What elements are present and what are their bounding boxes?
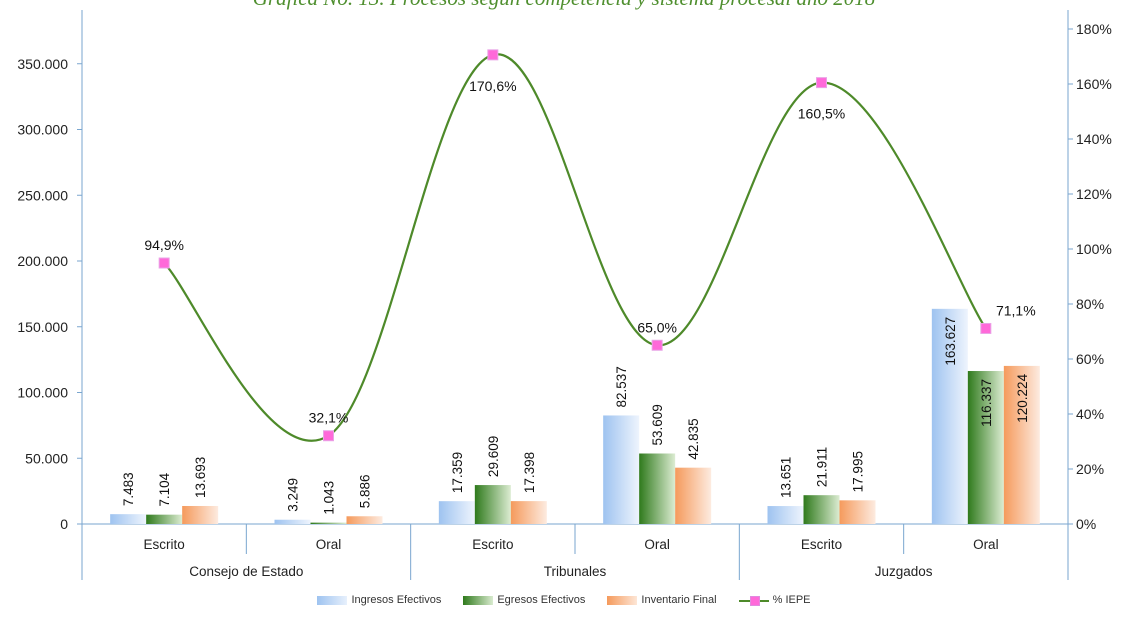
legend-item-iepe: % IEPE [738,594,811,606]
y-right-tick-label: 40% [1076,406,1104,422]
chart-area: 0 50.000 100.000 150.000 200.000 250.000 300.0… [17,10,1112,580]
y-right-tick-label: 120% [1076,186,1112,202]
bar-egresos [967,371,1004,524]
bar-inventario [510,501,547,524]
y-right-tick-label: 20% [1076,461,1104,477]
legend-swatch-egresos [463,595,494,605]
data-label: 42.835 [686,418,701,459]
y-left-tick-label: 350.000 [17,56,68,72]
legend-item-egresos: Egresos Efectivos [463,594,585,606]
iepe-marker [651,339,663,351]
data-label: 7.104 [157,472,172,506]
data-label: 82.537 [614,366,629,407]
axes-layer: 0 50.000 100.000 150.000 200.000 250.000 300.0… [17,10,1112,580]
iepe-marker [980,322,992,334]
data-label: 13.651 [779,457,794,498]
legend-swatch-iepe [738,595,769,606]
iepe-marker [323,430,334,442]
category-label: Escrito [801,537,842,552]
category-label: Oral [644,537,670,552]
legend-label-iepe: % IEPE [772,594,811,606]
data-label: 17.398 [522,452,537,493]
data-label: 116.337 [979,379,994,427]
data-label: 1.043 [322,481,337,515]
data-label: 21.911 [815,447,830,487]
y-left-tick-label: 150.000 [17,319,68,335]
legend-swatch-ingresos [317,595,348,605]
bar-inventario [839,500,876,524]
group-label: Juzgados [875,564,933,579]
bar-ingresos [931,308,968,524]
iepe-label: 160,5% [798,106,845,122]
legend-swatch-inventario [607,595,638,605]
group-label: Consejo de Estado [189,564,303,579]
iepe-marker [487,49,499,61]
data-label: 53.609 [650,404,665,445]
category-label: Oral [316,537,342,552]
bar-inventario [1003,365,1040,524]
y-right-tick-label: 180% [1076,21,1112,37]
iepe-marker [816,77,827,89]
line-layer [158,49,992,442]
y-right-tick-label: 160% [1076,76,1112,92]
bar-ingresos [603,415,640,524]
legend-label-inventario: Inventario Final [641,594,717,606]
y-right-tick-label: 80% [1076,296,1104,312]
data-label: 17.995 [851,451,866,492]
data-label: 7.483 [121,472,136,506]
bar-inventario [346,516,383,524]
legend: Ingresos Efectivos Egresos Efectivos Inv… [0,594,1128,606]
bar-inventario [675,467,712,524]
y-right-tick-label: 100% [1076,241,1112,257]
group-label: Tribunales [544,564,607,579]
iepe-line [163,53,987,442]
iepe-label: 65,0% [637,319,677,335]
y-right-tick-label: 140% [1076,131,1112,147]
y-left-tick-label: 0 [60,516,68,532]
data-label: 3.249 [286,478,301,512]
legend-label-ingresos: Ingresos Efectivos [351,594,442,606]
bar-egresos [474,485,511,524]
bar-ingresos [767,506,804,524]
data-label: 29.609 [486,436,501,477]
legend-label-egresos: Egresos Efectivos [497,594,586,606]
bar-egresos [146,514,183,524]
y-left-tick-label: 100.000 [17,385,68,401]
y-left-tick-label: 50.000 [25,450,68,466]
iepe-label: 94,9% [144,237,184,253]
iepe-label: 32,1% [309,410,349,426]
data-label: 163.627 [943,317,958,366]
category-label: Escrito [144,537,185,552]
bar-egresos [803,495,840,524]
y-left-tick-label: 250.000 [17,187,68,203]
data-label: 13.693 [193,457,208,498]
labels-layer: 7.483 7.104 13.693 3.249 1.043 5.886 17.359 29.… [121,78,1036,515]
bar-ingresos [110,514,147,524]
y-right-tick-label: 0% [1076,516,1096,532]
legend-item-ingresos: Ingresos Efectivos [317,594,441,606]
iepe-marker [158,257,170,269]
iepe-label: 170,6% [469,78,516,94]
category-label: Oral [973,537,999,552]
bars-layer [110,308,1040,524]
data-label: 5.886 [358,474,373,508]
legend-item-inventario: Inventario Final [607,594,717,606]
category-label: Escrito [472,537,513,552]
bar-ingresos [438,501,475,524]
y-left-tick-label: 300.000 [17,122,68,138]
data-label: 17.359 [450,452,465,493]
bar-egresos [639,453,676,524]
y-right-tick-label: 60% [1076,351,1104,367]
bar-egresos [310,522,347,524]
iepe-label: 71,1% [996,302,1036,318]
data-label: 120.224 [1015,373,1030,422]
y-left-tick-label: 200.000 [17,253,68,269]
bar-inventario [182,505,219,524]
chart-title: Gráfica No. 13. Procesos según competenc… [0,0,1128,11]
bar-ingresos [274,519,311,524]
